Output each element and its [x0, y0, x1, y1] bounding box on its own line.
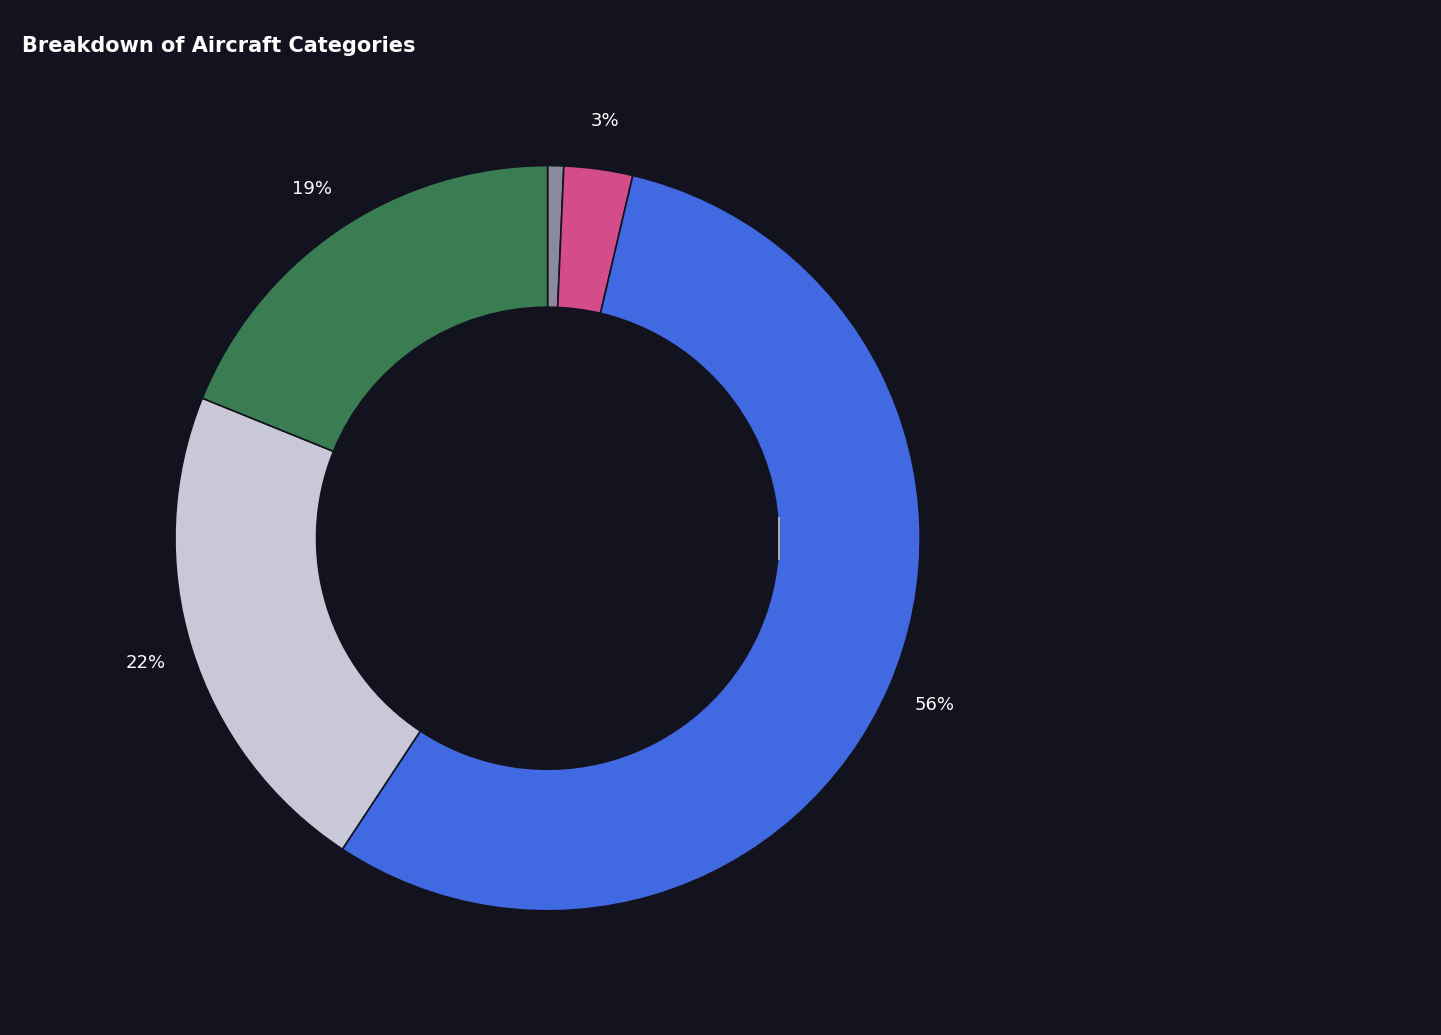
Wedge shape: [202, 166, 548, 451]
Text: 19%: 19%: [293, 180, 333, 198]
Text: 56%: 56%: [914, 696, 954, 714]
Text: Breakdown of Aircraft Categories: Breakdown of Aircraft Categories: [22, 36, 415, 56]
Text: 22%: 22%: [125, 654, 166, 672]
Wedge shape: [174, 398, 421, 849]
Text: 3%: 3%: [591, 112, 620, 130]
Wedge shape: [548, 166, 563, 307]
Wedge shape: [558, 166, 633, 314]
Wedge shape: [343, 176, 921, 911]
